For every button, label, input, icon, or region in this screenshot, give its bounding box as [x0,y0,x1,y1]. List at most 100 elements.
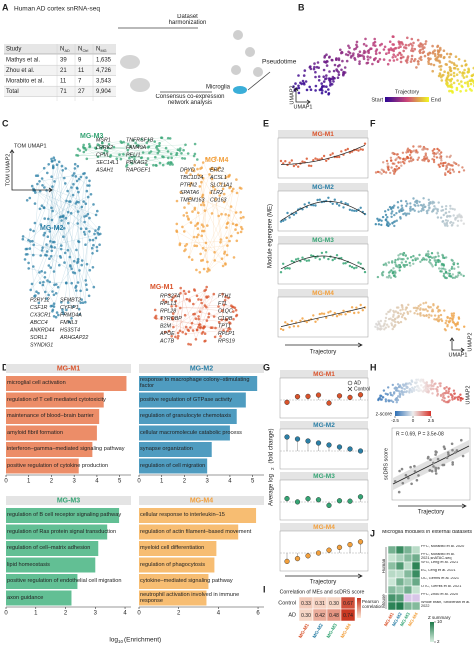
umap-point [314,70,317,74]
umap-point [428,384,431,387]
umap-point [439,46,442,50]
umap-point [390,324,394,327]
umap-point [409,264,412,267]
umap-point [409,310,412,313]
umap-point [448,60,452,63]
network-edge [50,207,52,242]
network-node [239,230,243,234]
network-edge [48,197,89,266]
network-node [88,184,91,187]
network-node [199,174,202,177]
network-node [145,163,148,166]
network-node [51,310,54,313]
network-edge [156,318,188,330]
legend-bar [395,411,431,416]
network-node [157,149,161,153]
network-node [40,249,44,252]
umap-point [391,394,394,397]
network-node [191,329,195,332]
bar-label: synapse organization [140,446,193,452]
network-node [97,225,101,229]
umap-point [387,166,390,169]
network-edge [214,240,230,253]
umap-point [417,204,420,207]
network-node [156,148,159,151]
network-node [227,327,230,330]
umap-point [461,85,464,89]
umap-point [391,222,394,225]
network-node [91,252,94,255]
umap-point [378,218,381,221]
network-node [33,202,37,205]
bar [6,557,96,573]
network-node [220,318,223,322]
umap-point [456,214,459,217]
umap-point [340,51,344,54]
network-node [189,343,192,346]
umap-point [417,386,420,389]
network-edge [195,294,214,340]
network-node [196,167,199,171]
umap-point [454,55,458,58]
network-node [212,168,216,172]
umap-point [389,47,393,50]
umap-point [448,66,452,69]
umap-point [396,398,400,402]
network-node [209,326,213,330]
arrow-head [293,87,311,105]
network-node [74,202,78,205]
network-node [240,227,244,231]
network-edge [171,144,186,163]
umap-point [456,224,459,227]
umap-point [409,60,413,63]
chart-title: MG-M2 [190,366,213,373]
umap-point [463,59,467,63]
bar [6,442,93,457]
trend-point [279,159,283,163]
umap-point [448,85,451,88]
network-node [41,283,45,287]
network-node [34,191,37,194]
network-node [72,305,75,309]
network-node [234,308,238,312]
heat-cell [403,577,413,587]
network-edge [179,290,185,331]
trend-point [340,200,343,203]
bar [139,524,239,540]
gene-label: RPS27A [160,293,181,299]
network-node [86,195,90,199]
umap-point [412,149,416,152]
scatter-point [451,448,454,452]
umap-point [439,270,442,273]
network-node [37,301,41,305]
network-node [27,261,30,265]
network-node [102,151,106,155]
trend-point [361,148,364,151]
x-tick-label: 4 [228,479,232,485]
network-node [30,282,34,286]
gene-label: ABCC4 [29,320,48,326]
trend-point [314,256,317,259]
umap-point [400,261,403,264]
network-node [36,182,39,186]
umap-point [416,312,419,316]
gene-label: PTPN2 [180,182,197,188]
scatter-point [434,469,438,473]
network-node [61,215,65,218]
network-edge [101,144,186,149]
umap-point [362,42,366,46]
umap-point [432,256,436,259]
umap-point [432,208,435,212]
trend-point [282,162,285,165]
network-node [115,157,118,160]
network-node [51,240,55,244]
umap-point [324,90,328,94]
network-edge [50,189,94,288]
network-node [195,244,199,248]
network-node [190,258,194,262]
umap-point [416,38,420,42]
umap-point [438,382,441,385]
lollipop-head [326,547,332,553]
umap-point [447,390,450,393]
network-node [67,320,71,324]
